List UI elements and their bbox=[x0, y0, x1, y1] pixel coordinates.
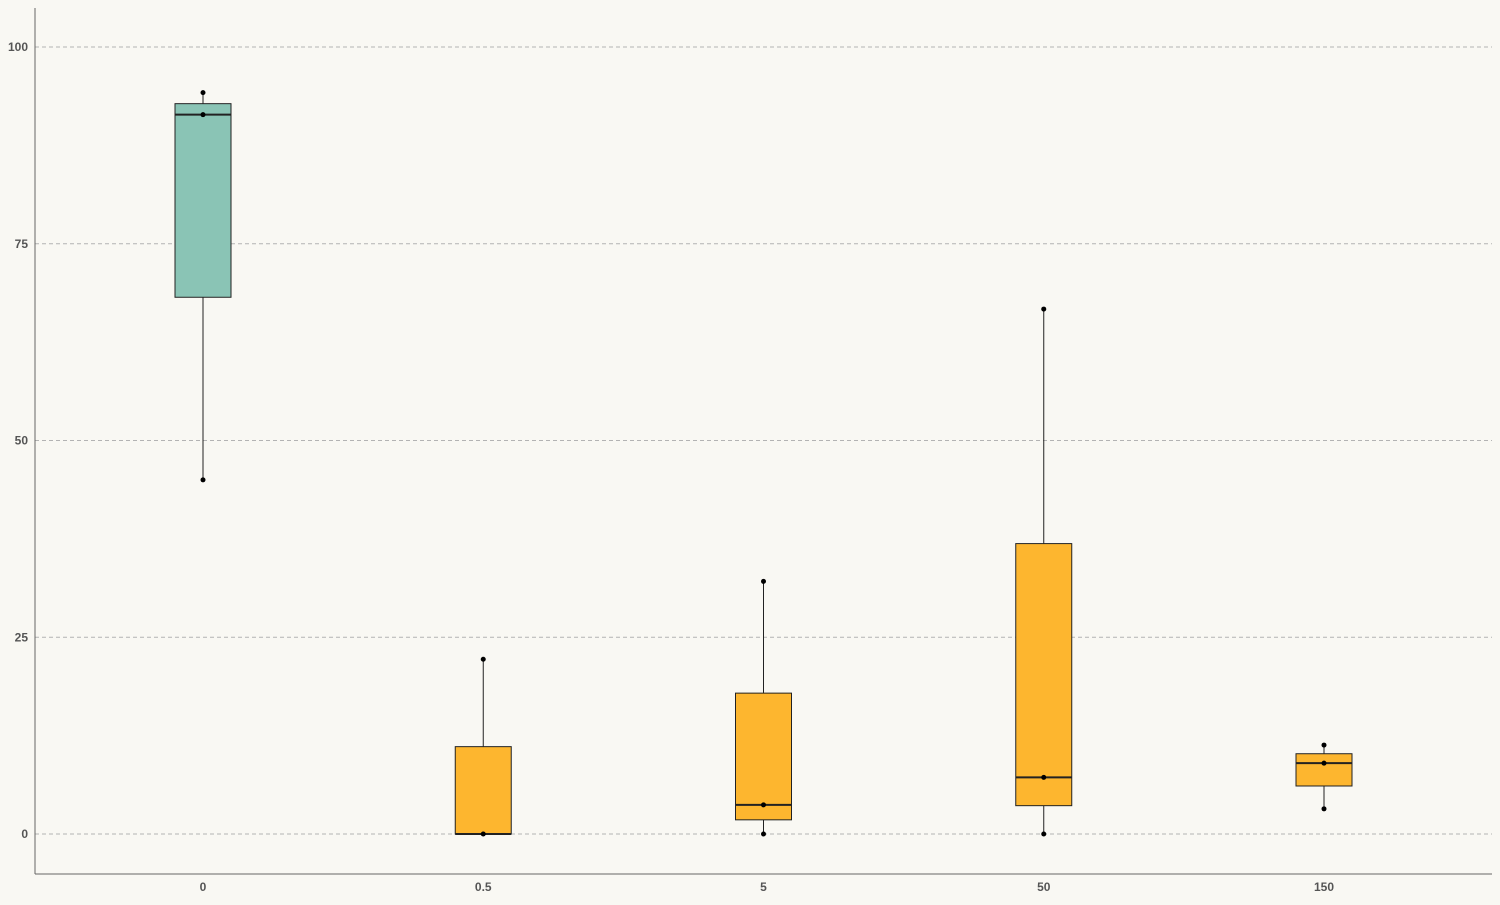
box-50 bbox=[1015, 306, 1073, 837]
data-point bbox=[1041, 306, 1047, 312]
data-point bbox=[480, 656, 486, 662]
y-tick-label-75: 75 bbox=[15, 237, 29, 251]
box-body bbox=[454, 746, 512, 835]
box-150 bbox=[1295, 742, 1353, 812]
data-point bbox=[1321, 742, 1327, 748]
box-0 bbox=[174, 90, 232, 483]
box-body bbox=[1015, 543, 1073, 807]
y-tick-label-100: 100 bbox=[8, 40, 28, 54]
axes bbox=[34, 8, 1492, 875]
y-tick-labels: 0 25 50 75 100 bbox=[8, 40, 28, 841]
box-5 bbox=[735, 578, 792, 837]
data-point bbox=[1321, 806, 1327, 812]
y-tick-label-50: 50 bbox=[15, 434, 29, 448]
data-point bbox=[200, 90, 206, 96]
x-tick-label-50: 50 bbox=[1037, 880, 1051, 894]
x-tick-label-0.5: 0.5 bbox=[475, 880, 492, 894]
boxes bbox=[174, 90, 1353, 837]
box-body bbox=[1295, 753, 1353, 787]
data-point bbox=[761, 802, 766, 808]
x-tick-label-5: 5 bbox=[760, 880, 767, 894]
x-tick-label-0: 0 bbox=[200, 880, 207, 894]
box-0.5 bbox=[454, 656, 512, 837]
data-point bbox=[200, 112, 206, 118]
data-point bbox=[1041, 774, 1047, 780]
data-point bbox=[480, 831, 486, 837]
data-point bbox=[1321, 760, 1327, 766]
data-point bbox=[761, 831, 766, 837]
x-tick-labels: 0 0.5 5 50 150 bbox=[200, 880, 1335, 894]
box-body bbox=[174, 103, 232, 298]
y-tick-label-25: 25 bbox=[15, 630, 29, 644]
box-body bbox=[735, 692, 792, 821]
data-point bbox=[200, 477, 206, 483]
y-tick-label-0: 0 bbox=[21, 827, 28, 841]
data-point bbox=[761, 578, 766, 584]
data-point bbox=[1041, 831, 1047, 837]
x-tick-label-150: 150 bbox=[1314, 880, 1334, 894]
